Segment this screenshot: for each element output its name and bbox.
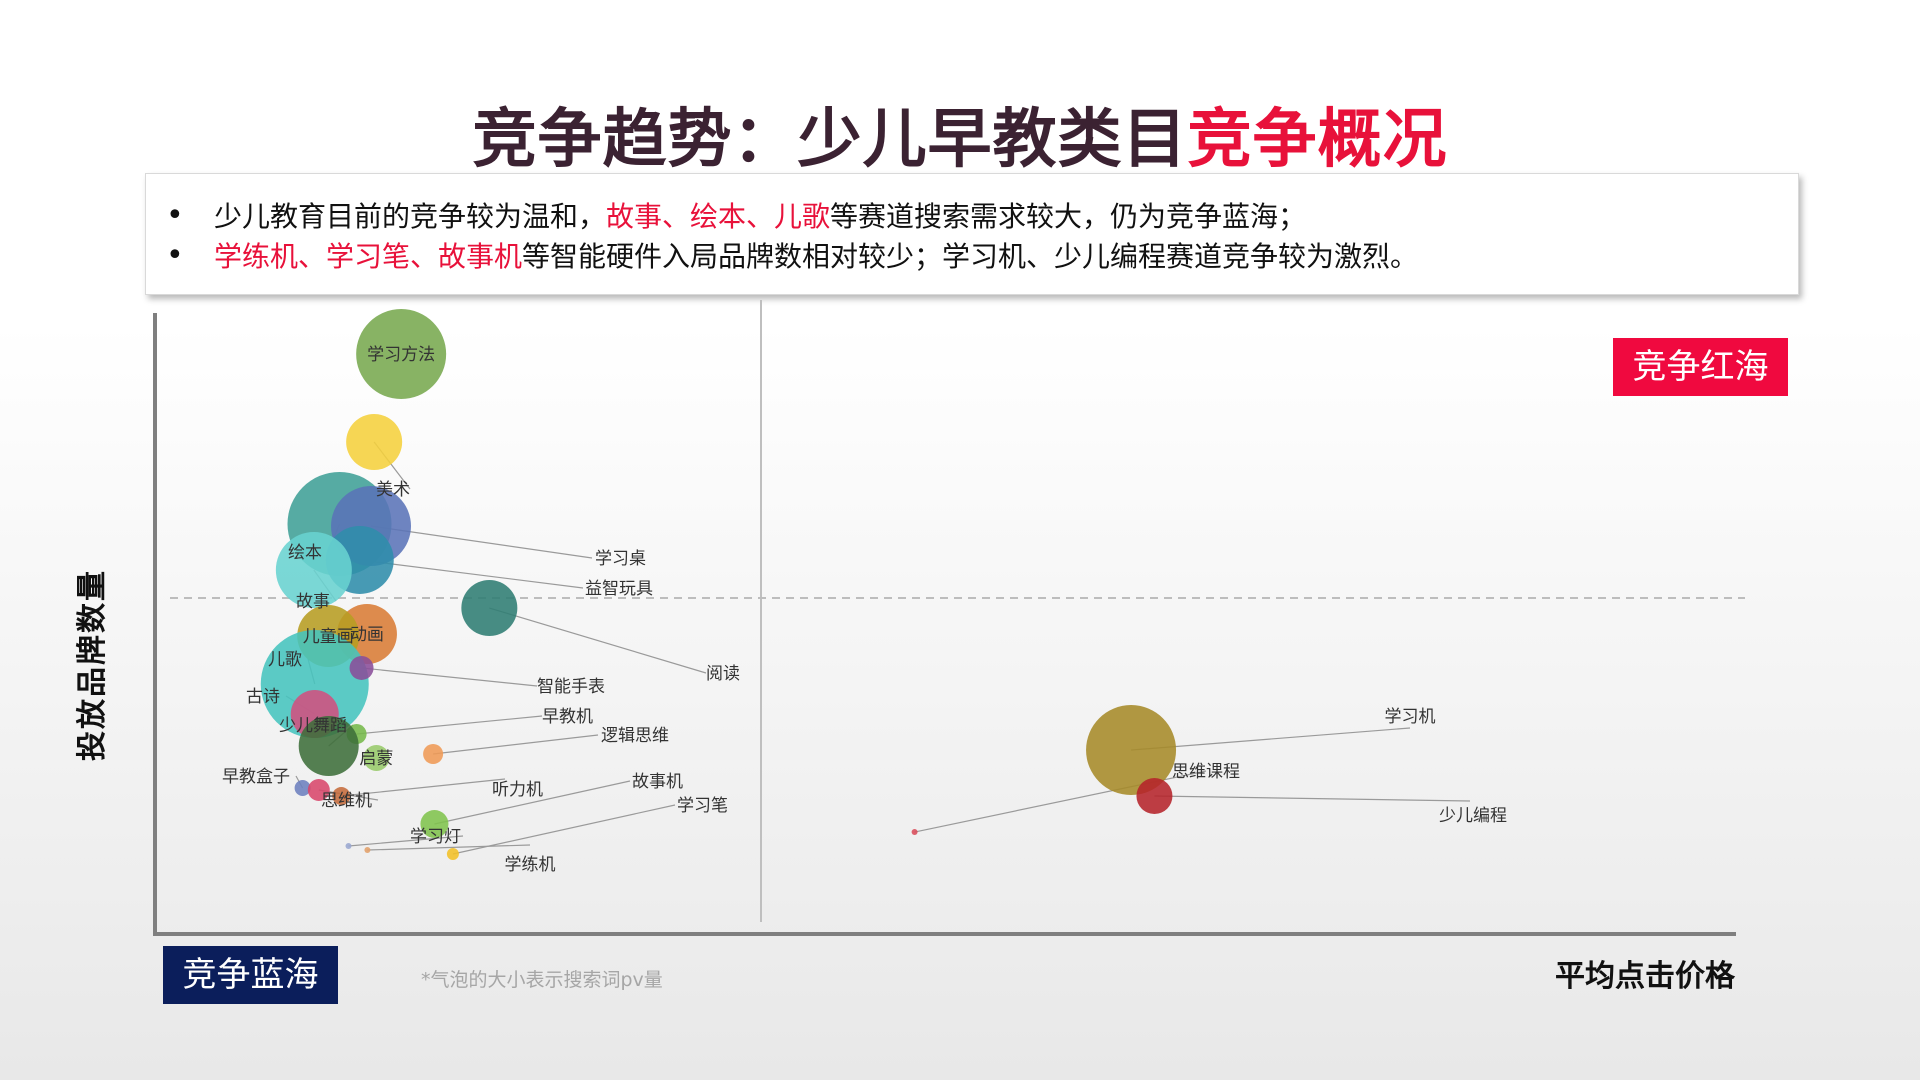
red-sea-badge: 竞争红海 [1613, 338, 1788, 396]
bubble-学练机 [364, 847, 371, 854]
bubble-少儿编程 [1136, 778, 1173, 815]
bubble-label-故事: 故事 [296, 592, 330, 612]
leader-line-学习灯 [348, 835, 464, 847]
bubble-label-益智玩具: 益智玩具 [585, 579, 653, 599]
bubble-儿歌 [260, 629, 369, 738]
leader-line-少儿编程 [1154, 795, 1471, 802]
bubble-美术 [346, 413, 403, 470]
bubble-思维课程 [911, 829, 918, 836]
summary-line2-segment-1: 等智能硬件入局品牌数相对较少；学习机、少儿编程赛道竞争较为激烈。 [522, 240, 1419, 273]
summary-line-1: 少儿教育目前的竞争较为温和，故事、绘本、儿歌等赛道搜索需求较大，仍为竞争蓝海； [214, 195, 1306, 235]
bubble-label-动画: 动画 [350, 625, 384, 645]
leader-line-听力机 [341, 778, 506, 797]
leader-line-益智玩具 [359, 559, 584, 589]
bubble-label-智能手表: 智能手表 [537, 677, 605, 697]
bubble-智能手表 [349, 655, 374, 680]
blue-sea-badge: 竞争蓝海 [163, 946, 338, 1004]
bubble-size-note: *气泡的大小表示搜索词pv量 [421, 969, 663, 991]
leader-line-逻辑思维 [433, 734, 599, 755]
bubble-少儿舞蹈 [298, 715, 359, 776]
bubble-label-儿歌: 儿歌 [268, 650, 302, 670]
leader-line-故事机 [434, 780, 631, 825]
bubble-label-学习笔: 学习笔 [677, 796, 728, 816]
page-title: 竞争趋势：少儿早教类目竞争概况 [0, 88, 1920, 180]
bubble-学习机 [1086, 705, 1177, 796]
bubble-label-早教机: 早教机 [542, 707, 593, 727]
summary-line2-segment-0: 学练机、学习笔、故事机 [214, 240, 523, 273]
bubble-label-阅读: 阅读 [706, 664, 740, 684]
bubble-早教盒子 [294, 780, 311, 797]
leader-line-阅读 [489, 607, 707, 674]
bubble-label-思维机: 思维机 [321, 791, 372, 811]
bubble-故事机 [420, 810, 449, 839]
bubble-label-美术: 美术 [376, 480, 410, 500]
leader-line-早教机 [356, 715, 543, 735]
bubble-听力机 [332, 787, 351, 806]
summary-line1-segment-1: 故事、绘本、儿歌 [606, 200, 831, 233]
bubble-启蒙 [363, 744, 390, 771]
y-axis-label: 投放品牌数量 [75, 569, 110, 761]
bubble-label-思维课程: 思维课程 [1172, 762, 1240, 782]
bubble-阅读 [461, 580, 518, 637]
bubble-学习灯 [345, 842, 352, 849]
leader-line-学习机 [1131, 727, 1411, 751]
summary-line1-segment-0: 少儿教育目前的竞争较为温和， [214, 200, 607, 233]
bubble-思维机 [307, 779, 330, 801]
bubble-label-学习机: 学习机 [1385, 707, 1436, 727]
bullet-1: • [166, 198, 184, 233]
bubble-label-少儿舞蹈: 少儿舞蹈 [279, 716, 347, 736]
bubble-逻辑思维 [423, 744, 444, 764]
bubble-label-学习桌: 学习桌 [595, 549, 646, 569]
title-main: 竞争趋势：少儿早教类目 [472, 103, 1188, 177]
summary-line-2: 学练机、学习笔、故事机等智能硬件入局品牌数相对较少；学习机、少儿编程赛道竞争较为… [214, 235, 1418, 275]
bubble-label-启蒙: 启蒙 [359, 749, 393, 769]
leader-line-学练机 [367, 844, 531, 851]
bubble-label-听力机: 听力机 [492, 780, 543, 800]
bubble-label-早教盒子: 早教盒子 [222, 767, 290, 787]
summary-box: • 少儿教育目前的竞争较为温和，故事、绘本、儿歌等赛道搜索需求较大，仍为竞争蓝海… [145, 173, 1799, 295]
bubble-label-学习方法: 学习方法 [367, 345, 435, 365]
bubble-label-学练机: 学练机 [505, 855, 556, 875]
bubble-label-古诗: 古诗 [246, 687, 280, 707]
bullet-2: • [166, 238, 184, 273]
bubble-学习笔 [446, 847, 459, 860]
leader-line-智能手表 [361, 667, 538, 687]
bubble-label-儿童画: 儿童画 [303, 627, 354, 647]
bubble-故事 [275, 532, 352, 609]
bubble-label-逻辑思维: 逻辑思维 [601, 726, 669, 746]
bubble-学习方法 [356, 309, 447, 400]
bubble-label-学习灯: 学习灯 [410, 827, 461, 847]
x-axis-label: 平均点击价格 [1555, 959, 1735, 994]
bubble-label-绘本: 绘本 [288, 543, 322, 563]
bubble-label-少儿编程: 少儿编程 [1439, 806, 1507, 826]
summary-line1-segment-2: 等赛道搜索需求较大，仍为竞争蓝海； [830, 200, 1307, 233]
bubble-label-故事机: 故事机 [632, 772, 683, 792]
title-accent: 竞争概况 [1187, 103, 1448, 177]
